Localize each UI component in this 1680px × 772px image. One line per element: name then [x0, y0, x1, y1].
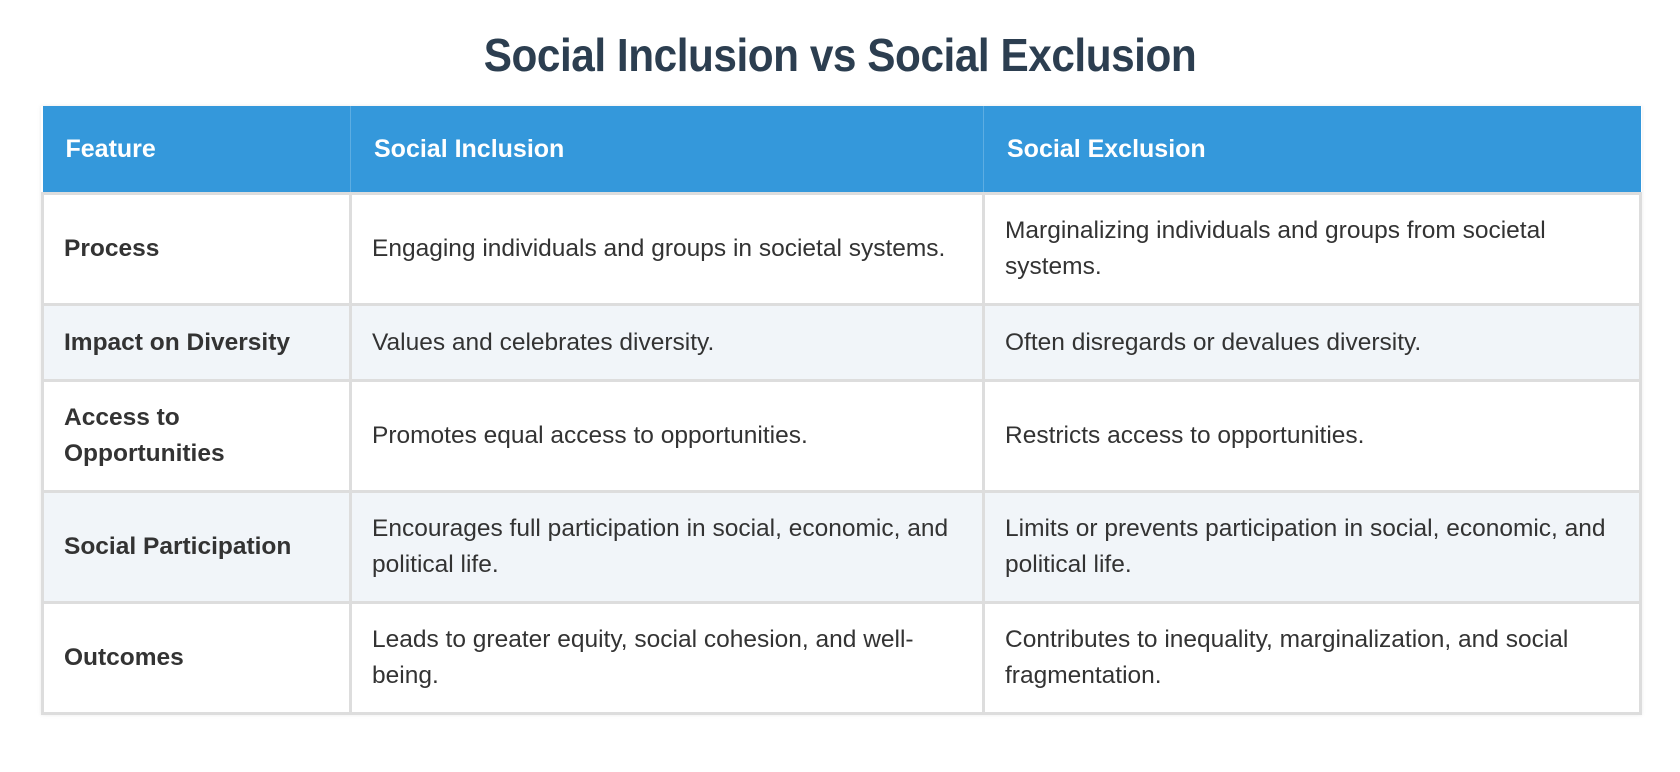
exclusion-cell: Limits or prevents participation in soci… [982, 490, 1642, 604]
table-header: Feature Social Inclusion Social Exclusio… [42, 106, 1641, 194]
page-title: Social Inclusion vs Social Exclusion [483, 29, 1197, 81]
exclusion-cell: Contributes to inequality, marginalizati… [982, 601, 1642, 715]
header-row: Feature Social Inclusion Social Exclusio… [42, 106, 1641, 194]
table-row-access-to-opportunities: Access to Opportunities Promotes equal a… [41, 379, 1642, 493]
feature-cell: Process [41, 192, 352, 306]
table-row-process: Process Engaging individuals and groups … [41, 192, 1642, 306]
comparison-table: Feature Social Inclusion Social Exclusio… [41, 106, 1642, 715]
inclusion-cell: Promotes equal access to opportunities. [349, 379, 985, 493]
column-header-social-exclusion: Social Exclusion [983, 106, 1641, 194]
inclusion-cell: Values and celebrates diversity. [349, 303, 985, 382]
feature-cell: Social Participation [41, 490, 352, 604]
table-row-impact-on-diversity: Impact on Diversity Values and celebrate… [41, 303, 1642, 382]
column-header-social-inclusion: Social Inclusion [350, 106, 984, 194]
inclusion-cell: Engaging individuals and groups in socie… [349, 192, 985, 306]
feature-cell: Impact on Diversity [41, 303, 352, 382]
exclusion-cell: Often disregards or devalues diversity. [982, 303, 1642, 382]
table-body: Process Engaging individuals and groups … [41, 192, 1642, 715]
column-header-feature: Feature [42, 106, 351, 194]
inclusion-cell: Encourages full participation in social,… [349, 490, 985, 604]
table-row-outcomes: Outcomes Leads to greater equity, social… [41, 601, 1642, 715]
exclusion-cell: Restricts access to opportunities. [982, 379, 1642, 493]
feature-cell: Outcomes [41, 601, 352, 715]
exclusion-cell: Marginalizing individuals and groups fro… [982, 192, 1642, 306]
feature-cell: Access to Opportunities [41, 379, 352, 493]
table-row-social-participation: Social Participation Encourages full par… [41, 490, 1642, 604]
inclusion-cell: Leads to greater equity, social cohesion… [349, 601, 985, 715]
